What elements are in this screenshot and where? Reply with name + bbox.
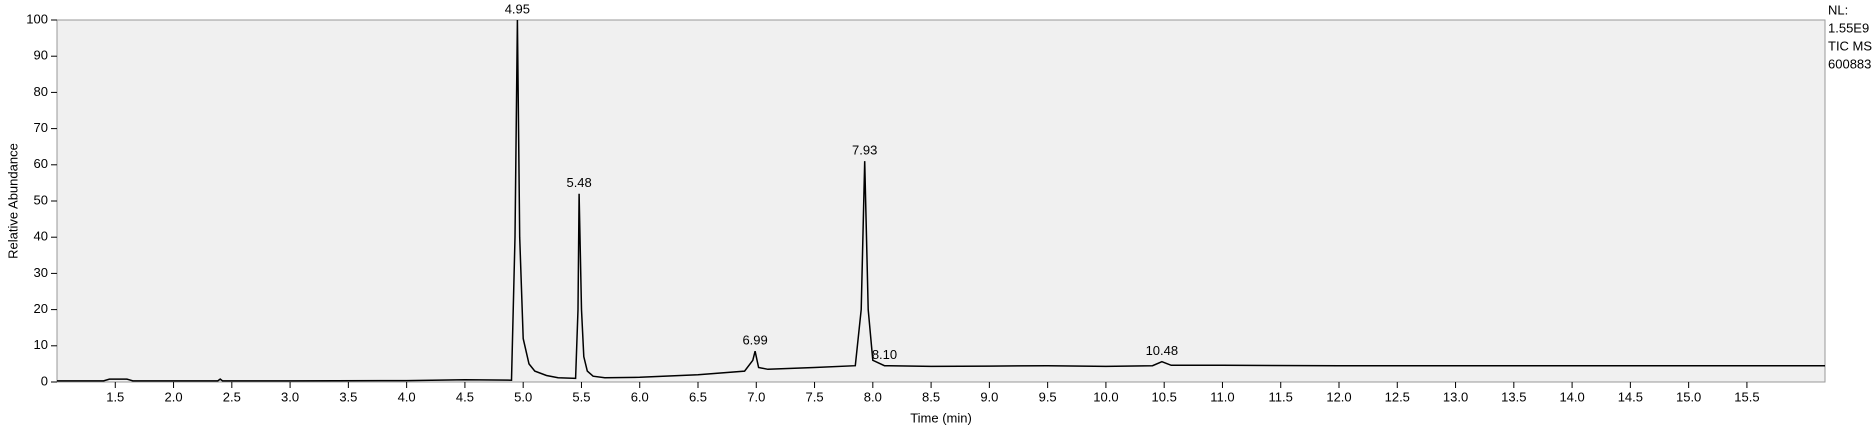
peak-label: 6.99 xyxy=(742,333,767,348)
x-tick-label: 12.0 xyxy=(1326,389,1351,404)
x-tick-label: 13.5 xyxy=(1501,389,1526,404)
x-tick-label: 12.5 xyxy=(1385,389,1410,404)
trace xyxy=(57,19,1825,382)
y-tick-label: 80 xyxy=(34,84,48,99)
y-tick-label: 60 xyxy=(34,156,48,171)
x-tick-label: 3.5 xyxy=(339,389,357,404)
x-tick-label: 2.5 xyxy=(223,389,241,404)
x-tick-label: 15.5 xyxy=(1734,389,1759,404)
x-tick-label: 11.5 xyxy=(1269,389,1293,404)
x-tick-label: 4.0 xyxy=(398,389,416,404)
peak-label: 10.48 xyxy=(1146,343,1179,358)
x-tick-label: 5.0 xyxy=(514,389,532,404)
info-text: NL: xyxy=(1828,2,1848,17)
x-tick-label: 9.0 xyxy=(980,389,998,404)
y-tick-label: 10 xyxy=(34,337,48,352)
x-tick-label: 5.5 xyxy=(572,389,590,404)
y-tick-label: 0 xyxy=(41,373,48,388)
x-tick-label: 9.5 xyxy=(1039,389,1057,404)
x-tick-label: 8.0 xyxy=(864,389,882,404)
y-tick-label: 40 xyxy=(34,229,48,244)
x-tick-label: 4.5 xyxy=(456,389,474,404)
info-text: TIC MS xyxy=(1828,38,1872,53)
y-tick-label: 100 xyxy=(26,11,48,26)
x-tick-label: 2.0 xyxy=(165,389,183,404)
x-tick-label: 14.0 xyxy=(1559,389,1584,404)
x-axis-title: Time (min) xyxy=(910,410,972,425)
y-tick-label: 50 xyxy=(34,192,48,207)
x-tick-label: 8.5 xyxy=(922,389,940,404)
x-tick-label: 11.0 xyxy=(1210,389,1234,404)
x-tick-label: 7.0 xyxy=(747,389,765,404)
plot-area xyxy=(56,19,1826,383)
x-tick-label: 14.5 xyxy=(1618,389,1643,404)
peak-label: 7.93 xyxy=(852,143,877,158)
y-tick-label: 20 xyxy=(34,301,48,316)
x-tick-label: 7.5 xyxy=(806,389,824,404)
x-tick-label: 3.0 xyxy=(281,389,299,404)
info-text: 600883 xyxy=(1828,56,1871,71)
x-tick-label: 6.5 xyxy=(689,389,707,404)
y-tick-label: 30 xyxy=(34,265,48,280)
y-axis-title: Relative Abundance xyxy=(5,143,20,259)
x-tick-label: 13.0 xyxy=(1443,389,1468,404)
y-tick-label: 90 xyxy=(34,48,48,63)
y-tick-label: 70 xyxy=(34,120,48,135)
info-text: 1.55E9 xyxy=(1828,20,1869,35)
peak-label: 5.48 xyxy=(566,175,591,190)
x-tick-label: 6.0 xyxy=(631,389,649,404)
x-tick-label: 15.0 xyxy=(1676,389,1701,404)
x-tick-label: 1.5 xyxy=(106,389,124,404)
peak-label: 4.95 xyxy=(505,1,530,16)
x-tick-label: 10.0 xyxy=(1093,389,1118,404)
x-tick-label: 10.5 xyxy=(1152,389,1177,404)
peak-label: 8.10 xyxy=(872,347,897,362)
